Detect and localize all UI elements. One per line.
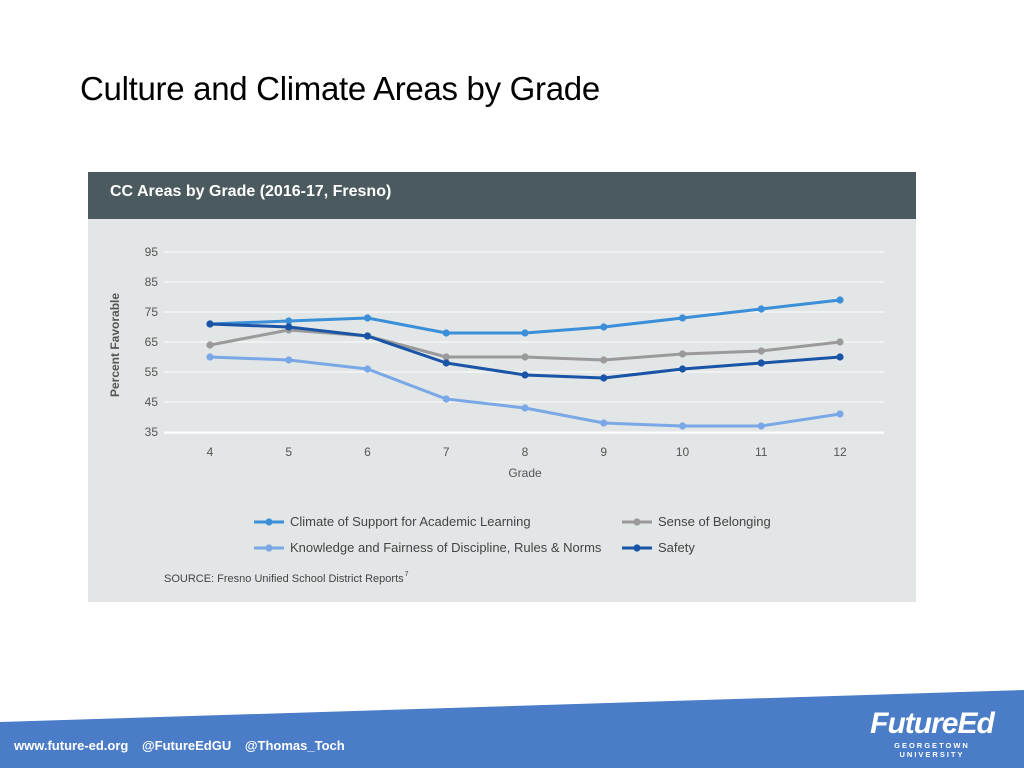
legend-label: Climate of Support for Academic Learning (290, 514, 531, 529)
y-tick-label: 95 (145, 245, 159, 259)
x-tick-label: 12 (833, 445, 847, 459)
data-point (442, 353, 450, 361)
futureed-logo: FutureEd GEORGETOWN UNIVERSITY (862, 707, 1002, 760)
legend-swatch-marker (633, 544, 641, 552)
legend-swatch-marker (265, 544, 273, 552)
y-tick-label: 35 (145, 425, 159, 439)
source-note: SOURCE: Fresno Unified School District R… (164, 573, 404, 585)
x-tick-label: 9 (600, 445, 607, 459)
twitter-futureedgu-link[interactable]: @FutureEdGU (141, 738, 232, 753)
chart-card: CC Areas by Grade (2016-17, Fresno) 95 85… (88, 172, 916, 602)
y-tick-label: 65 (145, 335, 159, 349)
data-point (442, 395, 450, 403)
legend-label: Sense of Belonging (658, 514, 771, 529)
data-point (285, 323, 293, 331)
y-tick-label: 45 (145, 395, 159, 409)
data-point (678, 350, 687, 358)
data-point (600, 374, 608, 382)
data-point (757, 305, 765, 313)
data-point (521, 329, 529, 337)
data-point (678, 314, 687, 322)
data-point (363, 365, 372, 373)
x-tick-label: 4 (207, 445, 214, 459)
data-point (678, 365, 687, 373)
data-point (363, 332, 372, 340)
slide-title: Culture and Climate Areas by Grade (80, 70, 600, 107)
data-point (600, 356, 608, 364)
y-tick-label: 85 (145, 275, 159, 289)
y-tick-label: 55 (145, 365, 159, 379)
legend-label: Safety (658, 540, 695, 555)
chart-title: CC Areas by Grade (2016-17, Fresno) (110, 183, 392, 200)
website-link[interactable]: www.future-ed.org (14, 738, 129, 753)
data-point (757, 359, 765, 367)
data-point (757, 422, 765, 430)
data-point (206, 341, 214, 349)
data-point (442, 329, 450, 337)
chart-header: CC Areas by Grade (2016-17, Fresno) (88, 172, 916, 219)
data-point (678, 422, 687, 430)
footer-links: www.future-ed.org @FutureEdGU @Thomas_To… (14, 738, 355, 753)
data-point (206, 320, 214, 328)
x-tick-label: 10 (676, 445, 690, 459)
x-tick-label: 8 (522, 445, 529, 459)
legend-swatch-marker (633, 518, 641, 526)
x-axis-title: Grade (508, 466, 542, 480)
data-point (521, 404, 529, 412)
data-point (836, 296, 844, 304)
data-point (285, 317, 293, 325)
data-point (757, 347, 765, 355)
x-tick-label: 11 (755, 445, 768, 459)
y-axis-title: Percent Favorable (108, 293, 122, 397)
data-point (836, 338, 844, 346)
data-point (521, 371, 529, 379)
legend-label: Knowledge and Fairness of Discipline, Ru… (290, 540, 602, 555)
series-line-2 (209, 355, 841, 428)
x-tick-label: 6 (364, 445, 371, 459)
data-point (442, 359, 450, 367)
data-point (600, 323, 608, 331)
footer-band (0, 690, 1024, 768)
data-point (836, 353, 844, 361)
brand-name: FutureEd (870, 707, 995, 740)
brand-subtitle: GEORGETOWN UNIVERSITY (894, 741, 970, 759)
data-point (363, 314, 372, 322)
data-point (285, 356, 293, 364)
legend-swatch-marker (265, 518, 273, 526)
y-tick-label: 75 (145, 305, 159, 319)
twitter-thomas-toch-link[interactable]: @Thomas_Toch (244, 738, 345, 753)
source-footnote-marker: 7 (405, 571, 409, 578)
data-point (600, 419, 608, 427)
x-tick-label: 5 (285, 445, 292, 459)
data-point (521, 353, 529, 361)
data-point (206, 353, 214, 361)
x-tick-label: 7 (443, 445, 450, 459)
data-point (836, 410, 844, 418)
